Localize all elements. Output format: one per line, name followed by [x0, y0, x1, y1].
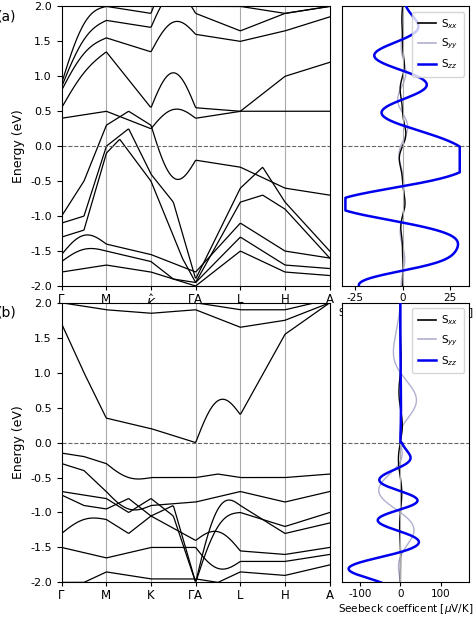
- X-axis label: Seebeck coefficent [$\mu$V/K]: Seebeck coefficent [$\mu$V/K]: [338, 602, 473, 616]
- Text: (b): (b): [0, 305, 16, 319]
- Text: (a): (a): [0, 9, 16, 23]
- Y-axis label: Energy (eV): Energy (eV): [11, 109, 25, 183]
- Y-axis label: Energy (eV): Energy (eV): [11, 406, 25, 479]
- X-axis label: Seebeck coefficent [$\mu$V/K]: Seebeck coefficent [$\mu$V/K]: [338, 306, 473, 320]
- Legend: S$_{xx}$, S$_{yy}$, S$_{zz}$: S$_{xx}$, S$_{yy}$, S$_{zz}$: [412, 12, 464, 77]
- Legend: S$_{xx}$, S$_{yy}$, S$_{zz}$: S$_{xx}$, S$_{yy}$, S$_{zz}$: [412, 308, 464, 373]
